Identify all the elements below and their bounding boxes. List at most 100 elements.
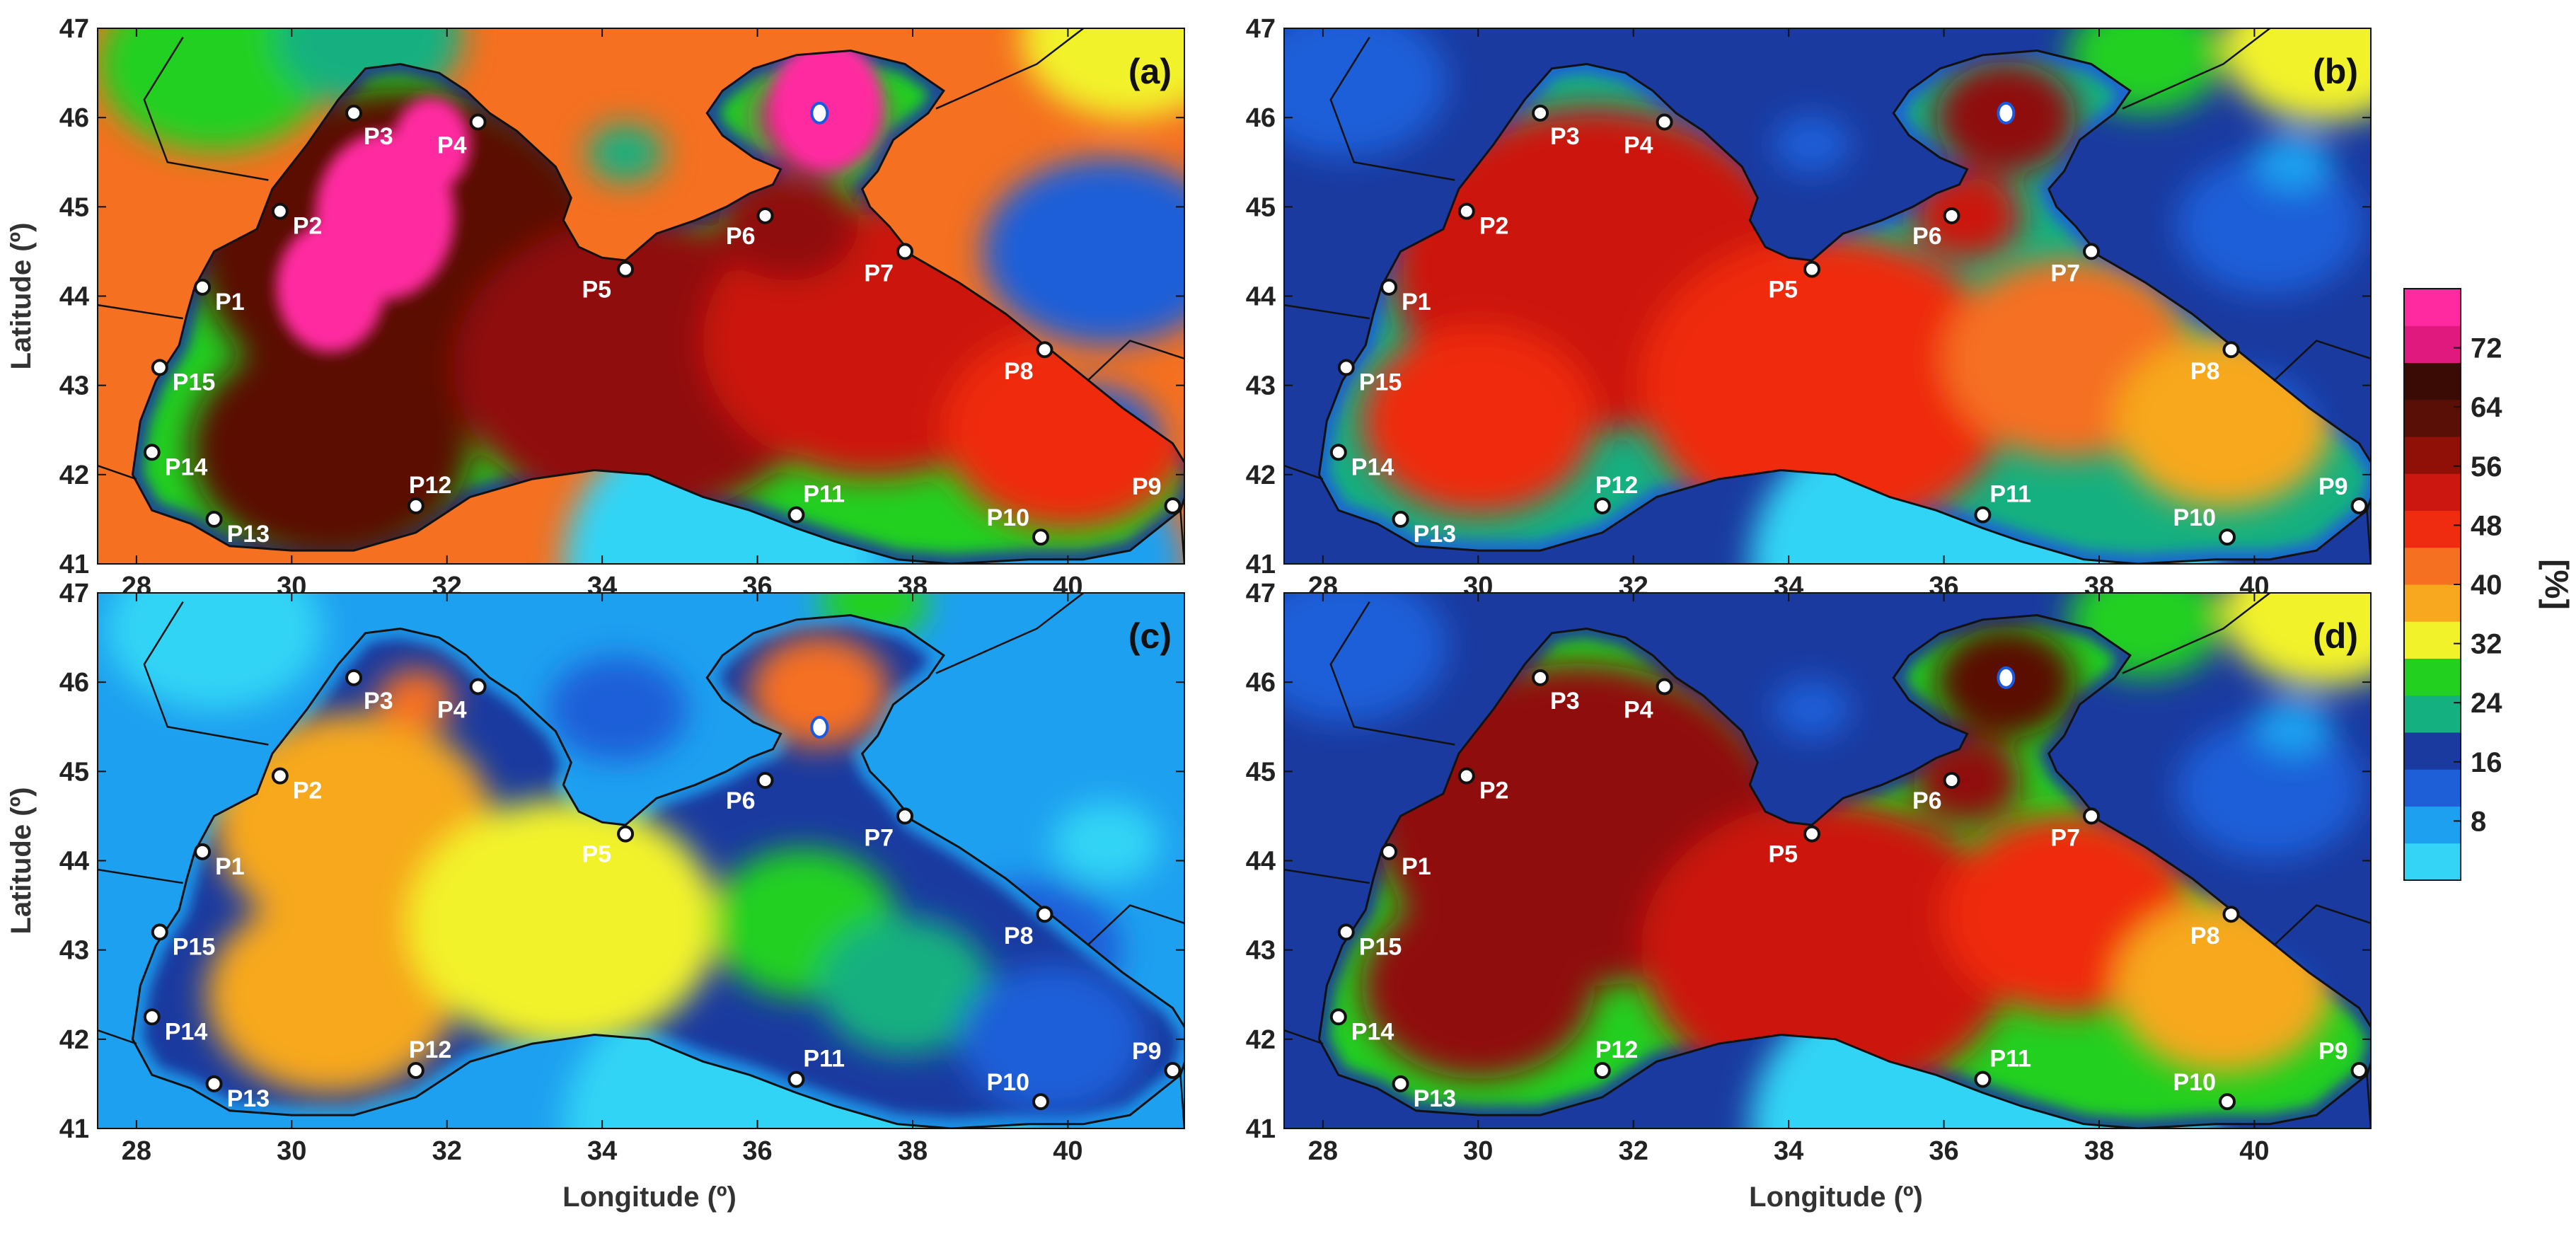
point-marker [151, 923, 168, 941]
panel-d: 28 30 32 34 36 38 40 41 42 43 44 45 46 47 Longitude (º… [1246, 579, 2372, 1213]
point-label: P8 [1004, 923, 1034, 949]
y-tick-label: 47 [1246, 14, 1276, 44]
panel-tag: (c) [1128, 616, 1172, 656]
y-tick-label: 42 [1246, 1025, 1276, 1055]
point-label: P15 [1359, 369, 1402, 395]
point-marker [205, 1075, 223, 1092]
point-marker [2222, 906, 2240, 923]
point-label: P9 [2318, 473, 2348, 500]
point-marker [787, 506, 805, 524]
center-marker [1997, 666, 2016, 689]
y-tick-label: 44 [59, 847, 89, 877]
x-axis-label: Longitude (º) [562, 1182, 737, 1213]
colorbar-segment [2404, 843, 2461, 881]
colorbar-tick-label: 48 [2471, 510, 2502, 541]
y-tick-label: 46 [59, 103, 89, 133]
point-label: P11 [803, 481, 845, 508]
x-tick-label: 30 [1463, 1136, 1493, 1166]
y-tick-label: 41 [59, 550, 89, 579]
y-tick-label: 46 [1246, 668, 1276, 698]
colorbar-segment [2404, 695, 2461, 733]
point-marker [1974, 1070, 1992, 1088]
coastline [1317, 49, 2371, 564]
y-tick-label: 44 [1246, 847, 1276, 877]
point-label: P1 [215, 853, 245, 880]
point-marker [1943, 771, 1960, 789]
x-tick-label: 28 [1308, 1136, 1338, 1166]
colorbar-segment [2404, 806, 2461, 844]
point-label: P13 [227, 1085, 270, 1112]
point-label: P15 [1359, 933, 1402, 960]
colorbar-segment [2404, 399, 2461, 437]
point-label: P9 [1132, 473, 1162, 500]
point-marker [345, 104, 363, 122]
point-label: P15 [173, 369, 216, 395]
point-marker [1032, 1093, 1050, 1111]
point-marker [896, 807, 914, 825]
point-marker [1593, 1061, 1611, 1079]
point-marker [271, 767, 289, 785]
colorbar-segment [2404, 289, 2461, 326]
point-marker [205, 510, 223, 528]
point-marker [1803, 825, 1821, 843]
point-marker [1032, 529, 1050, 546]
point-label: P5 [1768, 841, 1798, 868]
point-label: P3 [364, 688, 393, 715]
panel-tag: (a) [1128, 52, 1172, 91]
point-label: P1 [215, 289, 245, 316]
colorbar-segment [2404, 325, 2461, 363]
point-marker [2219, 529, 2236, 546]
center-marker [810, 715, 829, 739]
colorbar-unit: [%] [2539, 559, 2575, 610]
center-marker [810, 101, 829, 125]
point-label: P2 [1479, 778, 1509, 804]
y-tick-label: 46 [59, 668, 89, 698]
point-label: P11 [1989, 1046, 2031, 1073]
point-marker [1164, 1061, 1182, 1079]
x-axis-label: Longitude (º) [1749, 1182, 1923, 1213]
y-tick-label: 45 [59, 192, 89, 222]
point-label: P4 [1624, 132, 1653, 158]
point-marker [1329, 444, 1347, 461]
y-tick-label: 43 [1246, 371, 1276, 401]
point-label: P8 [1004, 358, 1034, 385]
coastline [131, 49, 1184, 564]
point-marker [407, 1061, 424, 1079]
colorbar-segment [2404, 769, 2461, 807]
y-tick-label: 41 [59, 1114, 89, 1144]
point-marker [1036, 906, 1053, 923]
x-tick-label: 40 [1053, 1136, 1082, 1166]
point-label: P11 [803, 1046, 845, 1073]
y-tick-label: 44 [59, 282, 89, 312]
point-label: P9 [2318, 1038, 2348, 1065]
point-label: P15 [173, 933, 216, 960]
point-marker [1656, 678, 1673, 695]
colorbar-tick-label: 72 [2471, 333, 2502, 364]
x-tick-label: 38 [2084, 1136, 2114, 1166]
point-marker [345, 669, 363, 686]
point-label: P10 [2173, 504, 2217, 531]
point-marker [1380, 278, 1398, 296]
point-label: P5 [582, 841, 611, 868]
point-marker [194, 843, 212, 860]
y-tick-label: 47 [59, 579, 89, 608]
y-tick-label: 45 [1246, 192, 1276, 222]
colorbar-segment [2404, 547, 2461, 585]
point-label: P2 [1479, 213, 1509, 240]
x-tick-label: 40 [2239, 1136, 2269, 1166]
point-label: P4 [437, 132, 467, 158]
field-map [1284, 593, 2371, 1128]
point-label: P11 [1989, 481, 2031, 508]
colorbar-tick-label: 32 [2471, 629, 2502, 660]
point-marker [469, 113, 487, 131]
point-marker [1392, 1075, 1409, 1092]
point-label: P10 [987, 504, 1030, 531]
point-marker [1457, 767, 1475, 785]
y-tick-label: 43 [59, 936, 89, 966]
x-tick-label: 36 [742, 1136, 772, 1166]
colorbar-tick-label: 16 [2471, 747, 2502, 778]
point-label: P14 [165, 1018, 208, 1045]
field-map [98, 28, 1184, 564]
point-marker [1532, 669, 1549, 686]
